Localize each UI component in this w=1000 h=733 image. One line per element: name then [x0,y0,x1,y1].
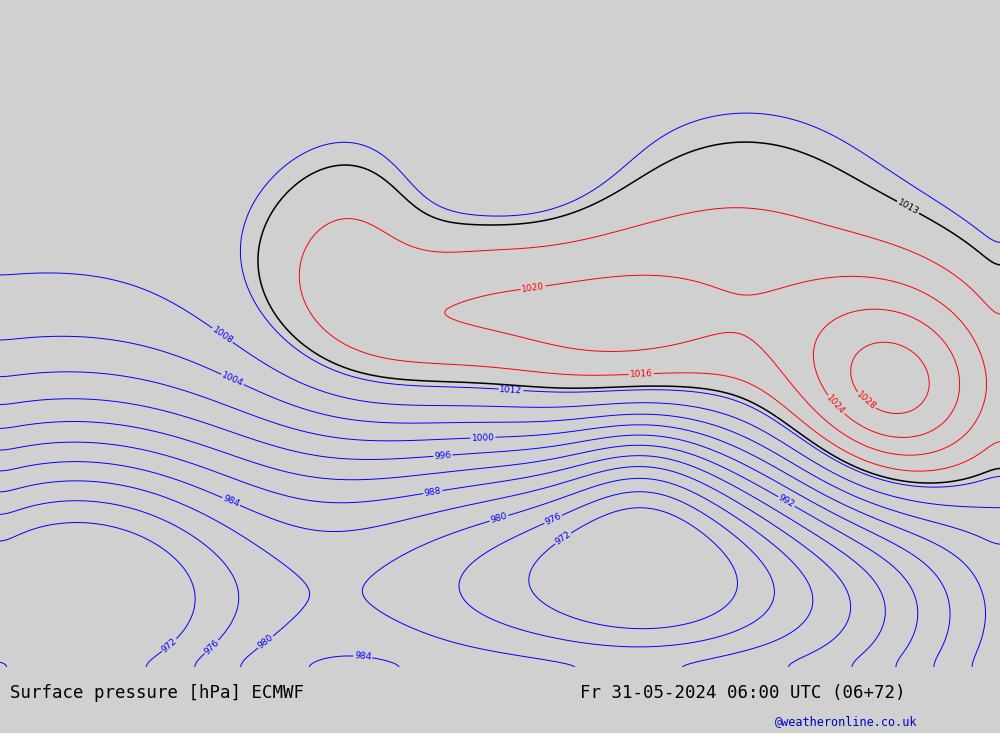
Text: 996: 996 [434,451,452,461]
Text: 972: 972 [554,530,573,547]
Text: 1000: 1000 [471,432,495,443]
Text: 984: 984 [354,652,372,662]
Text: 1020: 1020 [521,281,545,294]
Text: 972: 972 [160,636,179,655]
Text: 1013: 1013 [896,198,920,217]
Text: 976: 976 [202,638,221,656]
Text: 1024: 1024 [825,394,847,416]
Text: Fr 31-05-2024 06:00 UTC (06+72): Fr 31-05-2024 06:00 UTC (06+72) [580,685,906,702]
Text: 980: 980 [256,633,275,651]
Text: 992: 992 [777,493,796,509]
Text: 1012: 1012 [499,385,523,395]
Text: 1004: 1004 [220,370,245,388]
Text: 1016: 1016 [630,369,653,379]
Text: 1008: 1008 [210,325,234,345]
Text: 988: 988 [424,486,442,498]
Text: 976: 976 [543,512,563,527]
Text: 984: 984 [221,494,241,509]
Text: @weatheronline.co.uk: @weatheronline.co.uk [775,715,918,728]
Text: 1028: 1028 [854,390,877,412]
Text: Surface pressure [hPa] ECMWF: Surface pressure [hPa] ECMWF [10,685,304,702]
Text: 980: 980 [489,512,509,525]
